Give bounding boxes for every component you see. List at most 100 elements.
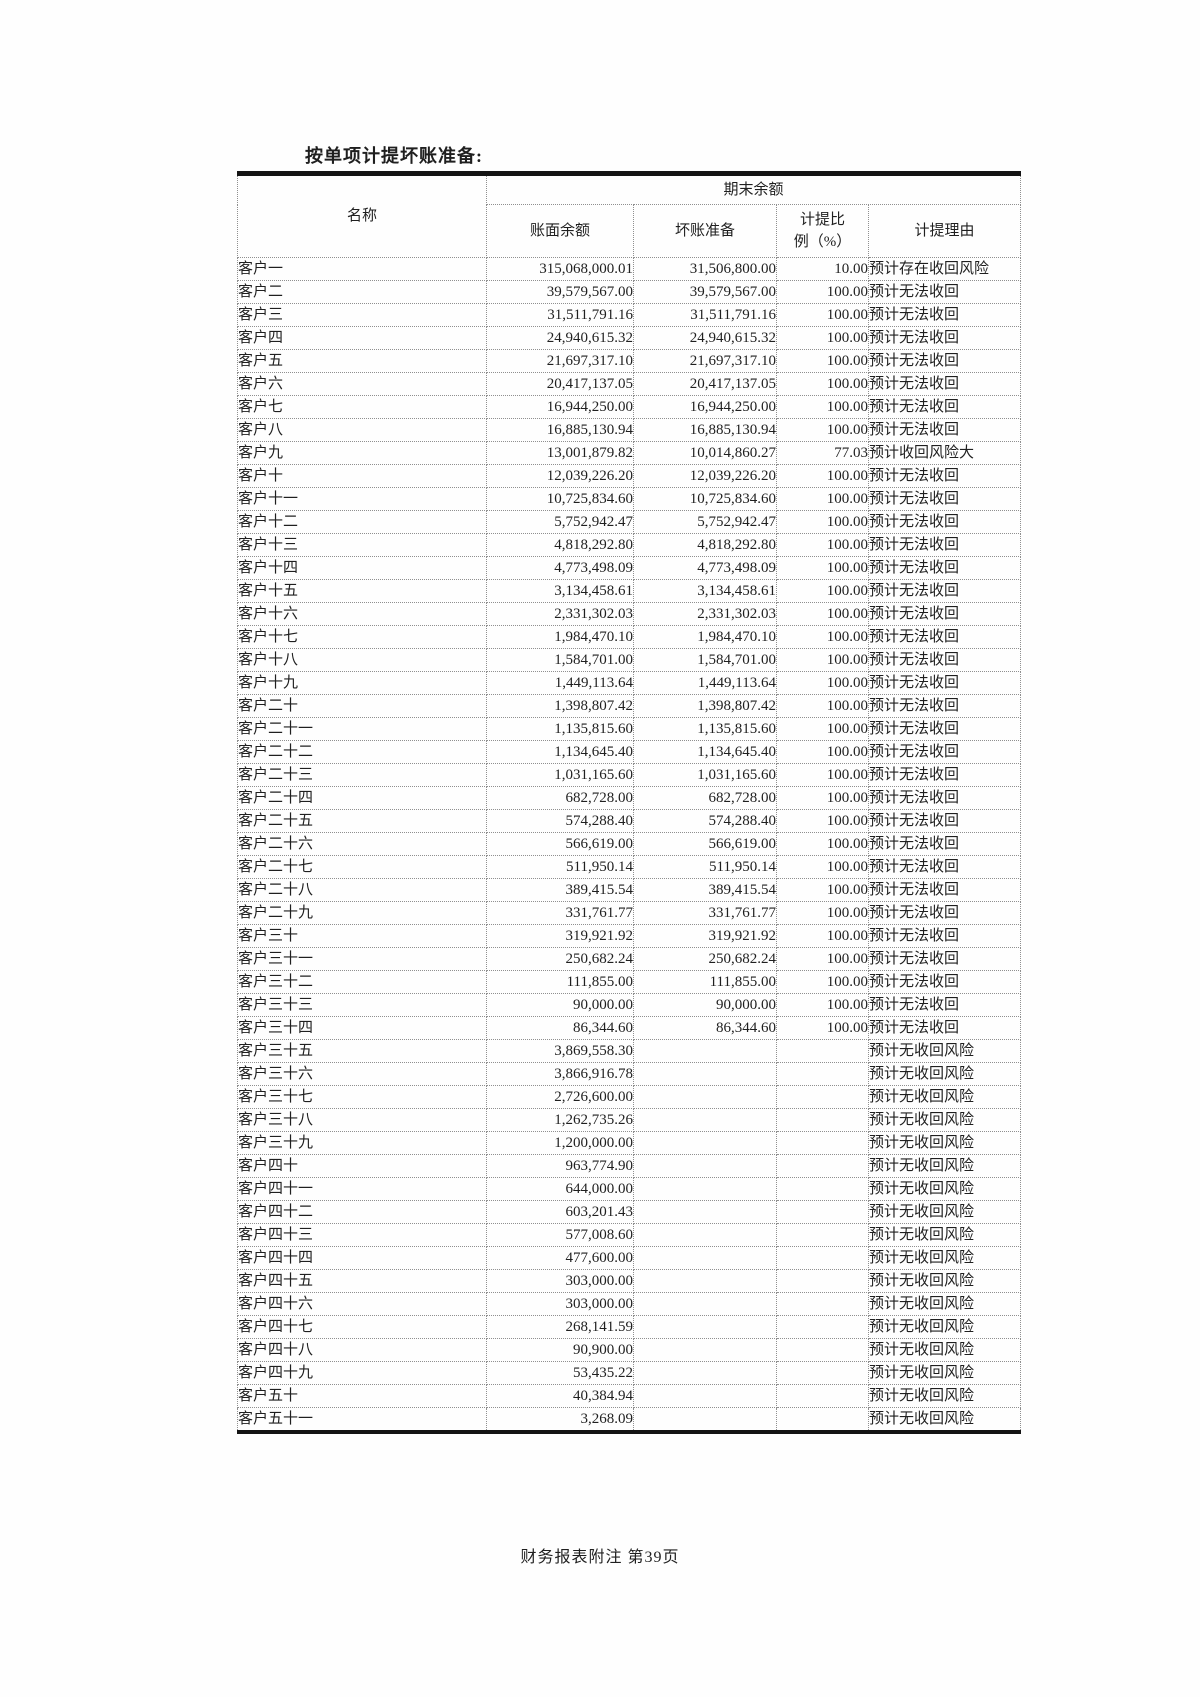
cell-bad-debt-provision: 111,855.00 (633, 970, 777, 994)
cell-provision-ratio: 100.00 (776, 970, 869, 994)
cell-book-balance: 1,262,735.26 (486, 1108, 634, 1132)
cell-provision-reason: 预计无法收回 (867, 763, 1022, 787)
cell-book-balance: 4,818,292.80 (486, 533, 634, 557)
cell-book-balance: 511,950.14 (486, 855, 634, 879)
cell-customer-name: 客户四十五 (237, 1269, 487, 1293)
cell-customer-name: 客户五十一 (237, 1407, 487, 1433)
table-row: 客户二十八 389,415.54 389,415.54 100.00 预计无法收回 (237, 878, 1022, 902)
table-row: 客户二十九 331,761.77 331,761.77 100.00 预计无法收回 (237, 901, 1022, 925)
cell-provision-reason: 预计无收回风险 (867, 1246, 1022, 1270)
cell-provision-reason: 预计无法收回 (867, 556, 1022, 580)
cell-provision-ratio: 100.00 (776, 924, 869, 948)
cell-bad-debt-provision: 2,331,302.03 (633, 602, 777, 626)
cell-bad-debt-provision: 31,511,791.16 (633, 303, 777, 327)
cell-provision-ratio: 100.00 (776, 993, 869, 1017)
cell-bad-debt-provision: 566,619.00 (633, 832, 777, 856)
table-row: 客户五 21,697,317.10 21,697,317.10 100.00 预计无法收… (237, 349, 1022, 373)
cell-provision-reason: 预计无法收回 (867, 786, 1022, 810)
cell-customer-name: 客户二十二 (237, 740, 487, 764)
cell-provision-reason: 预计无收回风险 (867, 1062, 1022, 1086)
cell-bad-debt-provision (633, 1246, 777, 1270)
cell-book-balance: 31,511,791.16 (486, 303, 634, 327)
cell-book-balance: 303,000.00 (486, 1292, 634, 1316)
cell-customer-name: 客户十 (237, 464, 487, 488)
cell-provision-reason: 预计无收回风险 (867, 1177, 1022, 1201)
cell-customer-name: 客户二十六 (237, 832, 487, 856)
cell-provision-ratio: 100.00 (776, 326, 869, 350)
table-row: 客户五十 40,384.94 预计无收回风险 (237, 1384, 1022, 1408)
cell-provision-reason: 预计无法收回 (867, 510, 1022, 534)
cell-customer-name: 客户五十 (237, 1384, 487, 1408)
table-row: 客户二十五 574,288.40 574,288.40 100.00 预计无法收回 (237, 809, 1022, 833)
cell-book-balance: 315,068,000.01 (486, 257, 634, 281)
cell-book-balance: 21,697,317.10 (486, 349, 634, 373)
table-row: 客户三十四 86,344.60 86,344.60 100.00 预计无法收回 (237, 1016, 1022, 1040)
cell-provision-reason: 预计无法收回 (867, 970, 1022, 994)
table-row: 客户四 24,940,615.32 24,940,615.32 100.00 预计无法收… (237, 326, 1022, 350)
cell-provision-reason: 预计无法收回 (867, 993, 1022, 1017)
cell-provision-ratio: 100.00 (776, 464, 869, 488)
cell-book-balance: 3,268.09 (486, 1407, 634, 1433)
table-row: 客户二十六 566,619.00 566,619.00 100.00 预计无法收回 (237, 832, 1022, 856)
cell-customer-name: 客户三十三 (237, 993, 487, 1017)
cell-bad-debt-provision: 682,728.00 (633, 786, 777, 810)
cell-book-balance: 2,331,302.03 (486, 602, 634, 626)
header-provision-ratio: 计提比 例（%） (776, 204, 869, 258)
cell-bad-debt-provision: 16,944,250.00 (633, 395, 777, 419)
cell-book-balance: 3,134,458.61 (486, 579, 634, 603)
table-row: 客户四十三 577,008.60 预计无收回风险 (237, 1223, 1022, 1247)
table-row: 客户二十三 1,031,165.60 1,031,165.60 100.00 预计无法收… (237, 763, 1022, 787)
cell-bad-debt-provision: 574,288.40 (633, 809, 777, 833)
cell-provision-ratio (776, 1039, 869, 1063)
cell-bad-debt-provision: 1,584,701.00 (633, 648, 777, 672)
cell-customer-name: 客户三十八 (237, 1108, 487, 1132)
cell-book-balance: 1,135,815.60 (486, 717, 634, 741)
cell-book-balance: 603,201.43 (486, 1200, 634, 1224)
cell-customer-name: 客户二十 (237, 694, 487, 718)
table-row: 客户十六 2,331,302.03 2,331,302.03 100.00 预计无法收回 (237, 602, 1022, 626)
header-name: 名称 (237, 173, 487, 258)
cell-provision-ratio: 100.00 (776, 395, 869, 419)
table-row: 客户二 39,579,567.00 39,579,567.00 100.00 预计无法收… (237, 280, 1022, 304)
cell-bad-debt-provision: 3,134,458.61 (633, 579, 777, 603)
cell-book-balance: 577,008.60 (486, 1223, 634, 1247)
cell-bad-debt-provision: 21,697,317.10 (633, 349, 777, 373)
cell-book-balance: 1,449,113.64 (486, 671, 634, 695)
cell-customer-name: 客户九 (237, 441, 487, 465)
cell-bad-debt-provision: 20,417,137.05 (633, 372, 777, 396)
cell-book-balance: 111,855.00 (486, 970, 634, 994)
cell-bad-debt-provision: 511,950.14 (633, 855, 777, 879)
cell-provision-ratio: 77.03 (776, 441, 869, 465)
cell-book-balance: 3,869,558.30 (486, 1039, 634, 1063)
table-row: 客户八 16,885,130.94 16,885,130.94 100.00 预计无法收… (237, 418, 1022, 442)
table-row: 客户五十一 3,268.09 预计无收回风险 (237, 1407, 1022, 1433)
cell-provision-reason: 预计无法收回 (867, 832, 1022, 856)
cell-customer-name: 客户二十三 (237, 763, 487, 787)
cell-customer-name: 客户四十一 (237, 1177, 487, 1201)
cell-provision-ratio: 100.00 (776, 487, 869, 511)
cell-customer-name: 客户二十七 (237, 855, 487, 879)
cell-book-balance: 1,398,807.42 (486, 694, 634, 718)
cell-provision-ratio (776, 1108, 869, 1132)
cell-customer-name: 客户三十 (237, 924, 487, 948)
cell-customer-name: 客户三十五 (237, 1039, 487, 1063)
cell-book-balance: 12,039,226.20 (486, 464, 634, 488)
cell-customer-name: 客户四十九 (237, 1361, 487, 1385)
table-row: 客户四十一 644,000.00 预计无收回风险 (237, 1177, 1022, 1201)
cell-provision-reason: 预计无收回风险 (867, 1039, 1022, 1063)
cell-customer-name: 客户四十八 (237, 1338, 487, 1362)
cell-book-balance: 16,944,250.00 (486, 395, 634, 419)
cell-customer-name: 客户五 (237, 349, 487, 373)
bad-debt-provision-table: 名称 期末余额 账面余额 坏账准备 计提比 例（%） 计提理由 客户一 315,0… (237, 171, 1022, 1434)
cell-customer-name: 客户二十八 (237, 878, 487, 902)
cell-provision-reason: 预计无收回风险 (867, 1131, 1022, 1155)
cell-bad-debt-provision (633, 1039, 777, 1063)
cell-provision-ratio: 100.00 (776, 947, 869, 971)
cell-provision-reason: 预计无法收回 (867, 901, 1022, 925)
cell-customer-name: 客户四十 (237, 1154, 487, 1178)
cell-book-balance: 20,417,137.05 (486, 372, 634, 396)
cell-provision-reason: 预计无收回风险 (867, 1384, 1022, 1408)
cell-book-balance: 1,031,165.60 (486, 763, 634, 787)
cell-bad-debt-provision (633, 1223, 777, 1247)
